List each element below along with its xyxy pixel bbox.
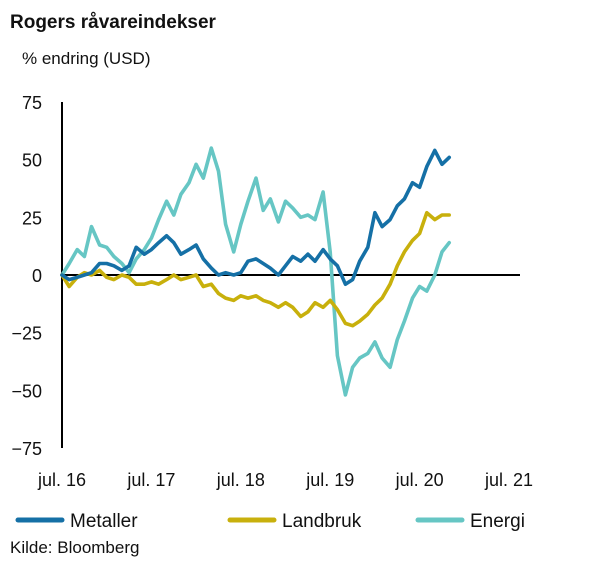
- y-tick-label: 50: [22, 151, 42, 171]
- x-tick-label: jul. 20: [395, 470, 444, 490]
- y-tick-label: −75: [11, 439, 42, 459]
- legend: Metaller Landbruk Energi: [15, 511, 525, 532]
- y-axis-ticks: 75 50 25 0 −25 −50 −75: [11, 93, 42, 459]
- x-tick-label: jul. 16: [37, 470, 86, 490]
- y-tick-label: 0: [32, 266, 42, 286]
- chart-title: Rogers råvareindekser: [10, 12, 217, 33]
- y-tick-label: −25: [11, 324, 42, 344]
- x-axis-ticks: jul. 16 jul. 17 jul. 18 jul. 19 jul. 20 jul. …: [37, 470, 533, 490]
- x-tick-label: jul. 17: [126, 470, 175, 490]
- source-note: Kilde: Bloomberg: [10, 538, 139, 557]
- x-tick-label: jul. 21: [484, 470, 533, 490]
- legend-label-metaller: Metaller: [70, 511, 138, 532]
- series-line-metaller: [60, 148, 451, 286]
- series-line-landbruk: [60, 210, 451, 328]
- y-tick-label: −50: [11, 381, 42, 401]
- y-tick-label: 75: [22, 93, 42, 113]
- y-axis-label: % endring (USD): [22, 49, 151, 68]
- legend-label-energi: Energi: [470, 511, 525, 532]
- series-lines: [60, 146, 451, 397]
- legend-label-landbruk: Landbruk: [282, 511, 362, 532]
- series-line-energi: [60, 146, 451, 397]
- x-tick-label: jul. 19: [305, 470, 354, 490]
- y-tick-label: 25: [22, 208, 42, 228]
- x-tick-label: jul. 18: [216, 470, 265, 490]
